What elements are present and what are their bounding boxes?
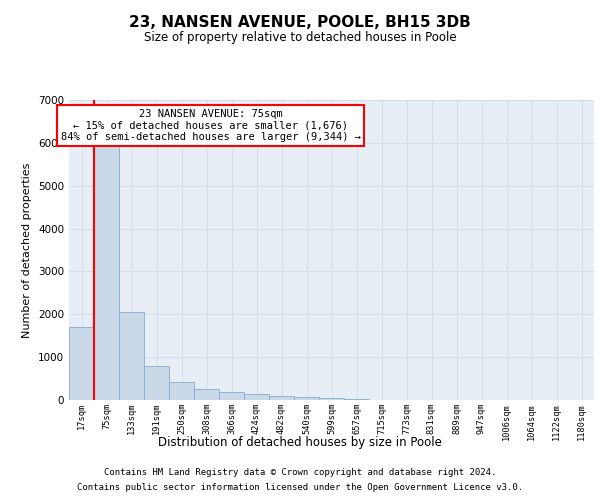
Text: 23, NANSEN AVENUE, POOLE, BH15 3DB: 23, NANSEN AVENUE, POOLE, BH15 3DB bbox=[129, 15, 471, 30]
Bar bbox=[294, 397, 319, 400]
Bar bbox=[194, 389, 219, 400]
Bar bbox=[119, 312, 144, 400]
Text: Contains public sector information licensed under the Open Government Licence v3: Contains public sector information licen… bbox=[77, 483, 523, 492]
Bar bbox=[94, 140, 119, 400]
Bar bbox=[169, 382, 194, 400]
Y-axis label: Number of detached properties: Number of detached properties bbox=[22, 162, 32, 338]
Bar bbox=[344, 399, 369, 400]
Text: Size of property relative to detached houses in Poole: Size of property relative to detached ho… bbox=[143, 31, 457, 44]
Bar bbox=[69, 327, 94, 400]
Bar bbox=[269, 396, 294, 400]
Bar bbox=[144, 366, 169, 400]
Text: Distribution of detached houses by size in Poole: Distribution of detached houses by size … bbox=[158, 436, 442, 449]
Bar bbox=[244, 394, 269, 400]
Text: 23 NANSEN AVENUE: 75sqm
← 15% of detached houses are smaller (1,676)
84% of semi: 23 NANSEN AVENUE: 75sqm ← 15% of detache… bbox=[61, 109, 361, 142]
Bar bbox=[319, 398, 344, 400]
Text: Contains HM Land Registry data © Crown copyright and database right 2024.: Contains HM Land Registry data © Crown c… bbox=[104, 468, 496, 477]
Bar bbox=[219, 392, 244, 400]
